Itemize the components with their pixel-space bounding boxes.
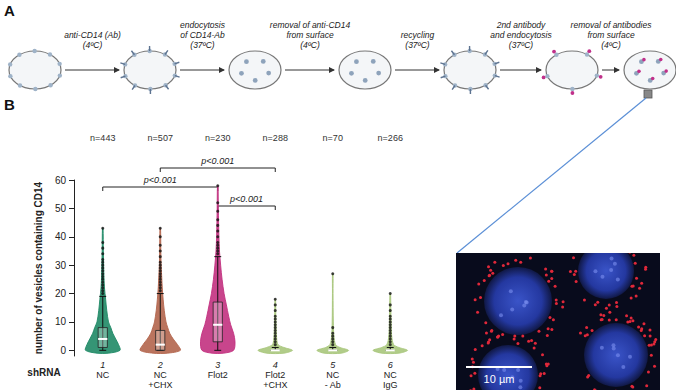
svg-text:Flot2: Flot2 <box>208 370 228 380</box>
svg-text:50: 50 <box>55 203 67 214</box>
svg-text:(4ºC): (4ºC) <box>601 40 621 50</box>
svg-text:n=288: n=288 <box>263 133 288 143</box>
svg-text:A: A <box>4 2 15 19</box>
svg-text:(37ºC): (37ºC) <box>405 40 430 50</box>
svg-text:(4ºC): (4ºC) <box>300 40 320 50</box>
svg-text:NC: NC <box>154 370 167 380</box>
svg-text:NC: NC <box>384 370 397 380</box>
svg-text:anti-CD14 (Ab): anti-CD14 (Ab) <box>64 30 121 40</box>
svg-text:3: 3 <box>215 360 220 370</box>
svg-text:10: 10 <box>55 316 67 327</box>
svg-text:and endocytosis: and endocytosis <box>490 30 552 40</box>
svg-text:n=70: n=70 <box>323 133 343 143</box>
svg-text:NC: NC <box>96 370 109 380</box>
svg-text:(37ºC): (37ºC) <box>190 40 215 50</box>
svg-text:of CD14-Ab: of CD14-Ab <box>180 30 225 40</box>
svg-text:1: 1 <box>100 360 105 370</box>
svg-text:2: 2 <box>157 360 163 370</box>
svg-text:shRNA: shRNA <box>27 367 60 378</box>
svg-text:n=266: n=266 <box>378 133 403 143</box>
svg-text:4: 4 <box>273 360 278 370</box>
svg-text:Flot2: Flot2 <box>265 370 285 380</box>
svg-text:number of vesicles containing: number of vesicles containing CD14 <box>33 181 44 354</box>
svg-text:n=443: n=443 <box>90 133 115 143</box>
svg-text:40: 40 <box>55 231 67 242</box>
svg-text:6: 6 <box>388 360 393 370</box>
svg-text:- Ab: - Ab <box>325 380 341 390</box>
svg-text:5: 5 <box>330 360 336 370</box>
svg-text:endocytosis: endocytosis <box>180 20 226 30</box>
svg-text:30: 30 <box>55 260 67 271</box>
svg-text:p<0.001: p<0.001 <box>200 156 234 166</box>
svg-text:from surface: from surface <box>286 30 334 40</box>
svg-text:p<0.001: p<0.001 <box>143 175 177 185</box>
svg-text:recycling: recycling <box>401 30 435 40</box>
svg-text:IgG: IgG <box>383 380 398 390</box>
svg-text:2nd antibody: 2nd antibody <box>496 20 546 30</box>
svg-text:10 µm: 10 µm <box>484 373 515 385</box>
svg-text:B: B <box>4 96 15 113</box>
svg-text:p<0.001: p<0.001 <box>229 194 263 204</box>
svg-text:n=230: n=230 <box>205 133 230 143</box>
svg-text:removal of antibodies: removal of antibodies <box>571 20 653 30</box>
svg-text:0: 0 <box>60 345 66 356</box>
svg-text:20: 20 <box>55 288 67 299</box>
svg-text:+CHX: +CHX <box>263 380 287 390</box>
svg-text:n=507: n=507 <box>148 133 173 143</box>
svg-text:60: 60 <box>55 175 67 186</box>
svg-text:NC: NC <box>326 370 339 380</box>
svg-text:+CHX: +CHX <box>148 380 172 390</box>
svg-text:from surface: from surface <box>587 30 635 40</box>
svg-text:(4ºC): (4ºC) <box>83 40 103 50</box>
svg-text:(37ºC): (37ºC) <box>509 40 534 50</box>
svg-text:removal of anti-CD14: removal of anti-CD14 <box>270 20 351 30</box>
